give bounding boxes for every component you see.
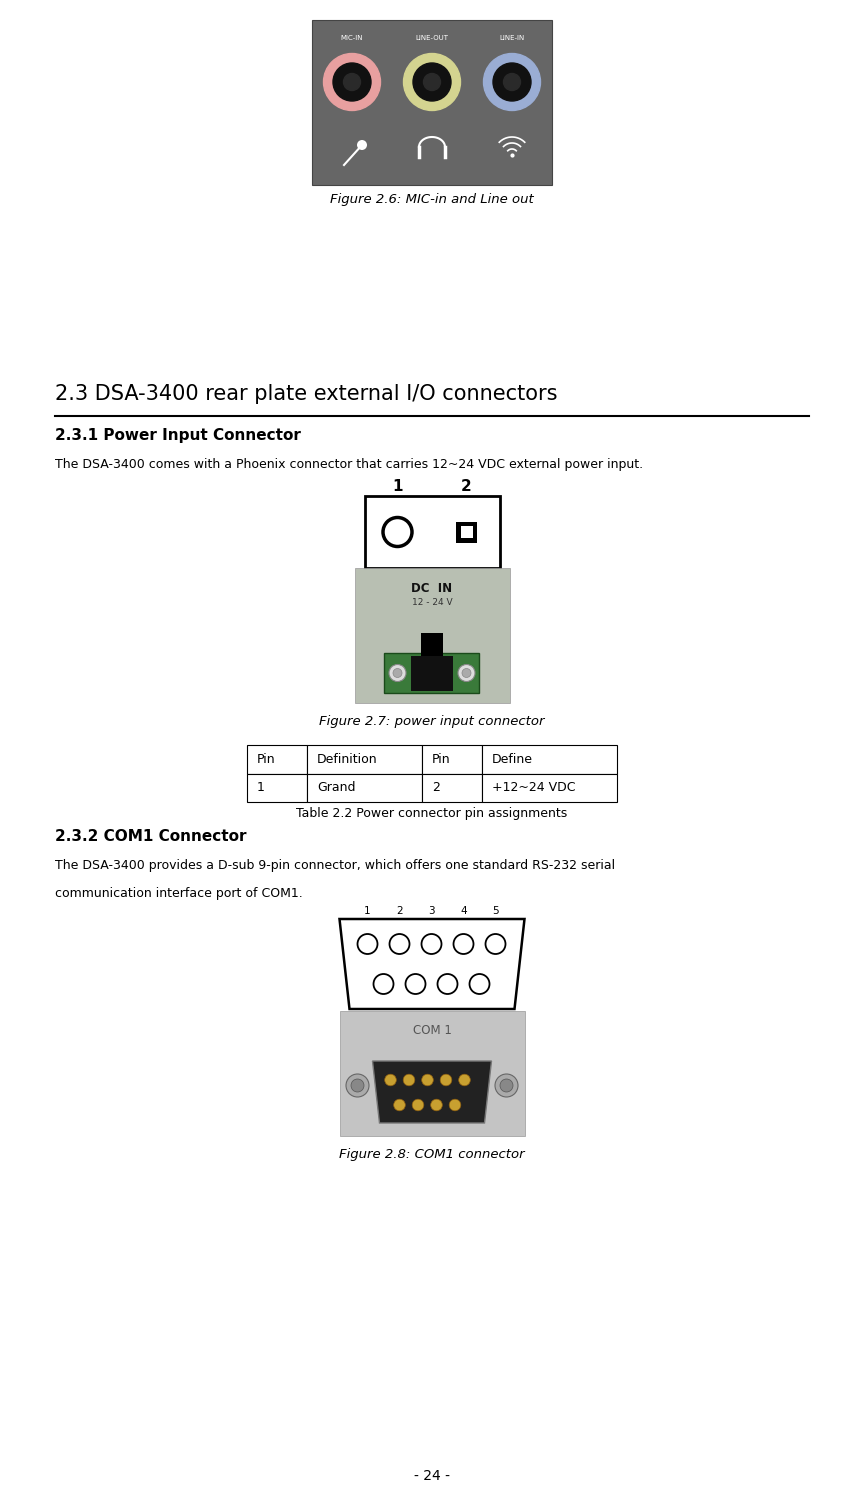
Circle shape bbox=[346, 1074, 369, 1097]
Circle shape bbox=[357, 141, 367, 150]
Circle shape bbox=[493, 63, 531, 102]
Circle shape bbox=[384, 1074, 397, 1086]
Text: Figure 2.7: power input connector: Figure 2.7: power input connector bbox=[320, 715, 544, 729]
Circle shape bbox=[389, 664, 406, 682]
Circle shape bbox=[351, 1079, 364, 1092]
Circle shape bbox=[495, 1074, 518, 1097]
Bar bbox=[365, 497, 499, 568]
Text: 2: 2 bbox=[397, 907, 403, 916]
Text: 2.3.2 COM1 Connector: 2.3.2 COM1 Connector bbox=[55, 829, 246, 844]
Text: 2: 2 bbox=[461, 479, 472, 494]
Text: 2.3.1 Power Input Connector: 2.3.1 Power Input Connector bbox=[55, 428, 301, 443]
Bar bbox=[461, 527, 473, 539]
Text: Grand: Grand bbox=[317, 781, 355, 794]
Circle shape bbox=[403, 1074, 415, 1086]
Bar bbox=[340, 1011, 524, 1135]
Text: Figure 2.8: COM1 connector: Figure 2.8: COM1 connector bbox=[340, 1147, 524, 1161]
Circle shape bbox=[412, 1100, 424, 1112]
Circle shape bbox=[440, 1074, 452, 1086]
Circle shape bbox=[323, 54, 380, 111]
Circle shape bbox=[484, 54, 541, 111]
Bar bbox=[247, 773, 307, 802]
Bar bbox=[307, 745, 422, 773]
Circle shape bbox=[344, 73, 360, 90]
Bar bbox=[312, 19, 552, 186]
Text: 8: 8 bbox=[444, 1013, 451, 1023]
Circle shape bbox=[500, 1079, 513, 1092]
Bar bbox=[422, 745, 482, 773]
Circle shape bbox=[430, 1100, 442, 1112]
Circle shape bbox=[449, 1100, 461, 1112]
Text: 3: 3 bbox=[429, 907, 435, 916]
Circle shape bbox=[458, 664, 475, 682]
Bar bbox=[384, 652, 480, 693]
Text: 12 - 24 V: 12 - 24 V bbox=[411, 598, 453, 607]
Text: Figure 2.6: MIC-in and Line out: Figure 2.6: MIC-in and Line out bbox=[330, 193, 534, 206]
Bar bbox=[482, 745, 617, 773]
Text: The DSA-3400 provides a D-sub 9-pin connector, which offers one standard RS-232 : The DSA-3400 provides a D-sub 9-pin conn… bbox=[55, 859, 615, 872]
Text: communication interface port of COM1.: communication interface port of COM1. bbox=[55, 887, 302, 901]
Text: 9: 9 bbox=[476, 1013, 483, 1023]
Bar bbox=[421, 633, 443, 661]
Circle shape bbox=[504, 73, 520, 90]
Circle shape bbox=[333, 63, 371, 102]
Text: MIC-IN: MIC-IN bbox=[340, 34, 363, 40]
Circle shape bbox=[393, 669, 402, 678]
Text: The DSA-3400 comes with a Phoenix connector that carries 12~24 VDC external powe: The DSA-3400 comes with a Phoenix connec… bbox=[55, 458, 643, 471]
Text: 7: 7 bbox=[412, 1013, 419, 1023]
Text: 2: 2 bbox=[432, 781, 440, 794]
Bar bbox=[482, 773, 617, 802]
Circle shape bbox=[462, 669, 471, 678]
Text: Pin: Pin bbox=[432, 752, 451, 766]
Bar bbox=[354, 568, 510, 703]
Text: 1: 1 bbox=[392, 479, 403, 494]
Text: 2.3 DSA-3400 rear plate external I/O connectors: 2.3 DSA-3400 rear plate external I/O con… bbox=[55, 384, 557, 404]
Text: 1: 1 bbox=[257, 781, 265, 794]
Text: DC  IN: DC IN bbox=[411, 582, 453, 595]
Bar bbox=[456, 522, 477, 543]
Text: LINE-IN: LINE-IN bbox=[499, 34, 524, 40]
Circle shape bbox=[394, 1100, 405, 1112]
Bar bbox=[247, 745, 307, 773]
Text: Pin: Pin bbox=[257, 752, 276, 766]
Bar bbox=[411, 655, 453, 691]
Text: 5: 5 bbox=[492, 907, 499, 916]
Text: - 24 -: - 24 - bbox=[414, 1469, 450, 1483]
Text: +12~24 VDC: +12~24 VDC bbox=[492, 781, 575, 794]
Bar bbox=[307, 773, 422, 802]
Circle shape bbox=[423, 73, 441, 90]
Text: COM 1: COM 1 bbox=[413, 1023, 451, 1037]
Text: 1: 1 bbox=[365, 907, 371, 916]
Bar bbox=[422, 773, 482, 802]
Text: Define: Define bbox=[492, 752, 533, 766]
Text: LINE-OUT: LINE-OUT bbox=[416, 34, 448, 40]
Text: 4: 4 bbox=[461, 907, 467, 916]
Text: Definition: Definition bbox=[317, 752, 378, 766]
Circle shape bbox=[459, 1074, 470, 1086]
Text: Table 2.2 Power connector pin assignments: Table 2.2 Power connector pin assignment… bbox=[296, 806, 568, 820]
Circle shape bbox=[422, 1074, 434, 1086]
Circle shape bbox=[403, 54, 461, 111]
Text: 6: 6 bbox=[380, 1013, 387, 1023]
Polygon shape bbox=[372, 1061, 492, 1123]
Circle shape bbox=[413, 63, 451, 102]
